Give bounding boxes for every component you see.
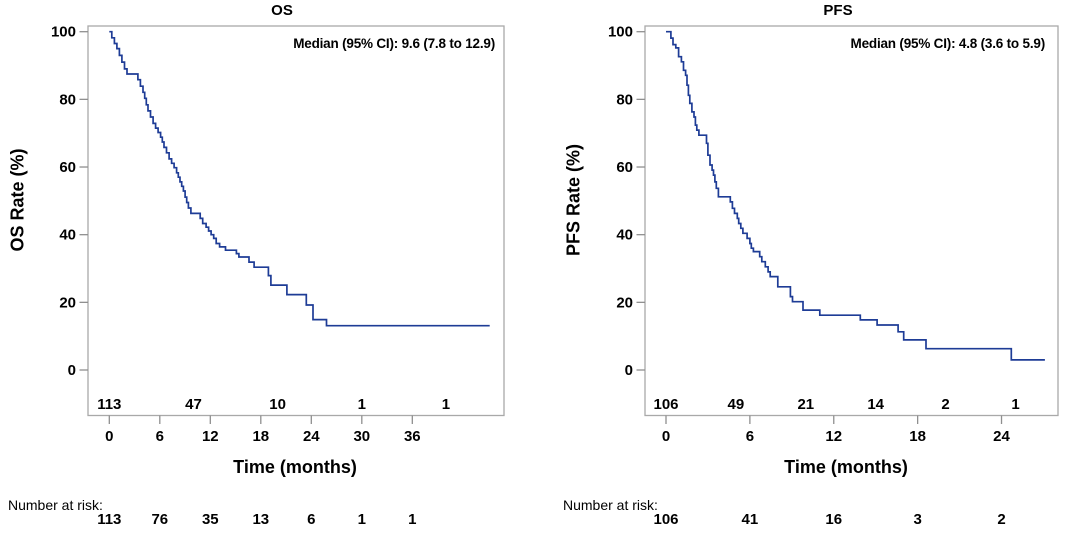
os-survival-curve bbox=[109, 30, 490, 327]
pfs-plot-frame bbox=[644, 25, 1059, 417]
pfs-number-at-risk-label: Number at risk: bbox=[563, 497, 658, 513]
os-y-tick-label: 0 bbox=[68, 362, 76, 379]
os-number-at-risk-value: 113 bbox=[97, 511, 121, 528]
pfs-y-tick-label: 60 bbox=[616, 159, 633, 176]
pfs-x-tick-label: 12 bbox=[825, 428, 842, 445]
pfs-panel-title: PFS bbox=[823, 2, 853, 19]
os-x-tick-label: 30 bbox=[353, 428, 370, 445]
os-number-at-risk-value: 35 bbox=[202, 511, 219, 528]
pfs-x-tick-label: 0 bbox=[662, 428, 670, 445]
pfs-x-tick-label: 18 bbox=[909, 428, 926, 445]
pfs-inner-at-risk-value: 1 bbox=[1011, 396, 1019, 413]
os-y-axis-label: OS Rate (%) bbox=[7, 148, 28, 252]
os-number-at-risk-value: 1 bbox=[358, 511, 366, 528]
os-y-tick-label: 80 bbox=[59, 91, 76, 108]
pfs-inner-at-risk-value: 2 bbox=[941, 396, 949, 413]
os-x-tick-label: 24 bbox=[303, 428, 320, 445]
os-plot-frame bbox=[87, 25, 505, 417]
pfs-x-axis-label: Time (months) bbox=[784, 457, 908, 477]
pfs-number-at-risk-value: 3 bbox=[913, 511, 921, 528]
os-y-tick-label: 100 bbox=[51, 24, 76, 41]
pfs-y-axis-label: PFS Rate (%) bbox=[563, 143, 584, 257]
pfs-inner-at-risk-value: 14 bbox=[867, 396, 884, 413]
os-number-at-risk-value: 13 bbox=[252, 511, 269, 528]
pfs-y-tick-label: 100 bbox=[608, 24, 633, 41]
pfs-inner-at-risk-value: 49 bbox=[728, 396, 745, 413]
os-inner-at-risk-value: 113 bbox=[97, 396, 121, 413]
os-x-axis-label: Time (months) bbox=[233, 457, 357, 477]
pfs-x-tick-label: 24 bbox=[993, 428, 1010, 445]
os-x-tick-label: 36 bbox=[404, 428, 421, 445]
os-median-annotation: Median (95% CI): 9.6 (7.8 to 12.9) bbox=[293, 36, 495, 51]
pfs-inner-at-risk-value: 106 bbox=[653, 396, 678, 413]
os-x-tick-label: 0 bbox=[105, 428, 113, 445]
pfs-y-tick-label: 0 bbox=[625, 362, 633, 379]
os-panel-title: OS bbox=[271, 2, 293, 19]
os-inner-at-risk-value: 1 bbox=[358, 396, 366, 413]
os-y-tick-label: 40 bbox=[59, 227, 76, 244]
pfs-number-at-risk-value: 106 bbox=[653, 511, 678, 528]
pfs-median-annotation: Median (95% CI): 4.8 (3.6 to 5.9) bbox=[850, 36, 1046, 51]
os-inner-at-risk-value: 10 bbox=[269, 396, 286, 413]
pfs-inner-at-risk-value: 21 bbox=[797, 396, 814, 413]
os-x-tick-label: 18 bbox=[252, 428, 269, 445]
pfs-y-tick-label: 20 bbox=[616, 294, 633, 311]
os-inner-at-risk-value: 1 bbox=[442, 396, 450, 413]
os-x-tick-label: 12 bbox=[202, 428, 219, 445]
os-y-tick-label: 20 bbox=[59, 294, 76, 311]
pfs-number-at-risk-value: 16 bbox=[825, 511, 842, 528]
pfs-survival-curve bbox=[666, 30, 1045, 361]
os-number-at-risk-value: 1 bbox=[408, 511, 416, 528]
pfs-x-tick-label: 6 bbox=[746, 428, 754, 445]
os-number-at-risk-value: 6 bbox=[307, 511, 315, 528]
os-y-tick-label: 60 bbox=[59, 159, 76, 176]
pfs-number-at-risk-value: 2 bbox=[997, 511, 1005, 528]
os-x-tick-label: 6 bbox=[156, 428, 164, 445]
os-inner-at-risk-value: 47 bbox=[185, 396, 202, 413]
os-number-at-risk-label: Number at risk: bbox=[8, 497, 103, 513]
os-number-at-risk-value: 76 bbox=[151, 511, 168, 528]
pfs-y-tick-label: 80 bbox=[616, 91, 633, 108]
pfs-y-tick-label: 40 bbox=[616, 227, 633, 244]
pfs-number-at-risk-value: 41 bbox=[742, 511, 759, 528]
